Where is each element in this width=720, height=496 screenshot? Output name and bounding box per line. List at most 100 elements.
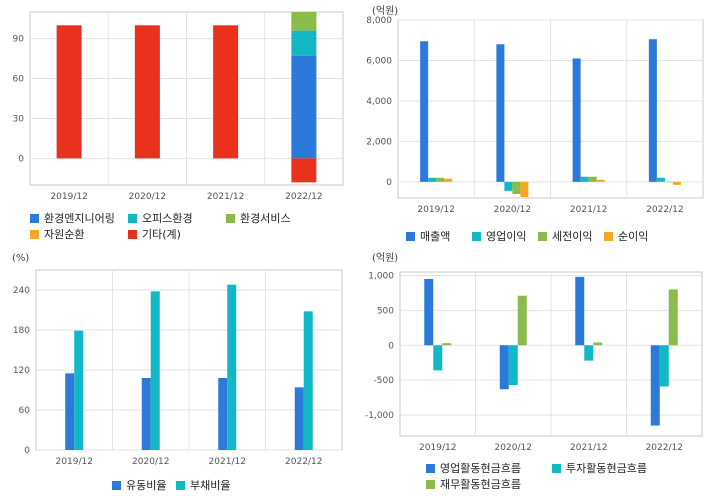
y-tick-label: 240 [13, 286, 30, 296]
legend-label: 기타(계) [142, 228, 181, 241]
chart-1-svg: 90 60 30 0 2019/12 2020/12 2021/12 2022/12 [13, 11, 344, 202]
x-tick-label: 2019/12 [417, 205, 454, 215]
y-tick-label: 1,000 [368, 271, 394, 281]
x-tick-label: 2022/12 [285, 457, 322, 467]
legend-swatch [30, 213, 39, 223]
bar [74, 330, 84, 450]
legend-label: 매출액 [420, 230, 451, 243]
legend-label: 순이익 [618, 230, 649, 243]
y-tick-label: 0 [388, 341, 394, 351]
legend-item: 환경서비스 [226, 210, 291, 226]
bar [303, 311, 313, 450]
x-tick-label: 2019/12 [419, 443, 456, 453]
bar [227, 284, 237, 450]
chart-3-svg: 240 180 120 60 0 2019/12 2020/12 2021/12 2022/12… [12, 253, 343, 467]
x-tick-label: 2022/12 [646, 205, 683, 215]
bar [508, 345, 518, 386]
y-tick-label: 30 [13, 114, 25, 124]
legend-swatch [604, 231, 613, 241]
bar [134, 25, 160, 159]
legend-item: 기타(계) [128, 226, 181, 242]
y-tick-label: 0 [24, 446, 30, 456]
chart-panel-4: 1,000 500 0 -500 -1,000 2019/12 2020/12 2021/12… [360, 248, 720, 496]
bar [291, 55, 317, 159]
legend-label: 재무활동현금흐름 [440, 478, 521, 491]
legend-swatch [538, 231, 547, 241]
bar [442, 343, 452, 346]
bar [496, 44, 505, 182]
y-tick-label: 4,000 [366, 97, 392, 107]
bar [656, 177, 665, 182]
x-tick-label: 2020/12 [129, 192, 166, 202]
legend-label: 부채비율 [190, 479, 231, 492]
legend-swatch [472, 231, 481, 241]
legend-label: 자원순환 [44, 228, 85, 241]
bar [664, 181, 673, 183]
y-tick-label: 180 [13, 326, 30, 336]
legend-item: 매출액 [406, 228, 450, 244]
y-tick-label: 90 [13, 35, 25, 45]
legend-label: 오피스환경 [142, 212, 193, 225]
bar [672, 181, 681, 185]
legend-swatch [112, 480, 121, 490]
y-tick-label: 0 [386, 178, 392, 188]
bar [420, 41, 429, 182]
legend-item: 부채비율 [176, 477, 230, 493]
bar [213, 25, 239, 159]
legend-swatch [426, 479, 435, 489]
unit-label: (%) [12, 253, 29, 264]
y-tick-label: 500 [377, 306, 394, 316]
bar [56, 25, 82, 159]
legend-item: 오피스환경 [128, 210, 193, 226]
bar [294, 387, 304, 450]
legend-label: 환경서비스 [240, 212, 291, 225]
bar [572, 58, 581, 182]
legend-swatch [128, 229, 137, 239]
legend-swatch [226, 213, 235, 223]
bar [588, 176, 597, 182]
bar [428, 177, 437, 182]
bar [499, 345, 509, 390]
x-tick-label: 2020/12 [495, 443, 532, 453]
legend-item: 세전이익 [538, 228, 592, 244]
bar [424, 278, 434, 346]
bar [291, 30, 317, 56]
bar [444, 178, 453, 182]
legend-swatch [426, 463, 435, 473]
bar [218, 378, 228, 450]
x-tick-label: 2021/12 [570, 443, 607, 453]
x-tick-label: 2019/12 [50, 192, 87, 202]
unit-label: (억원) [372, 5, 398, 17]
legend-item: 영업활동현금흐름 [426, 460, 521, 476]
bar [648, 39, 657, 182]
chart-panel-3: 240 180 120 60 0 2019/12 2020/12 2021/12 2022/12… [0, 248, 360, 496]
x-tick-label: 2019/12 [56, 457, 93, 467]
bar [517, 295, 527, 346]
legend-item: 유동비율 [112, 477, 166, 493]
bar [659, 345, 669, 387]
chart-3-legend: 유동비율 부채비율 [112, 477, 352, 495]
legend-item: 환경엔지니어링 [30, 210, 115, 226]
legend-label: 투자활동현금흐름 [566, 462, 647, 475]
bar [668, 289, 678, 346]
bar [596, 179, 605, 182]
legend-item: 영업이익 [472, 228, 526, 244]
x-tick-label: 2020/12 [494, 205, 531, 215]
y-tick-label: -1,000 [365, 411, 394, 421]
bar [593, 342, 603, 346]
bar [584, 345, 594, 361]
chart-panel-1: 90 60 30 0 2019/12 2020/12 2021/12 2022/12 환경엔지… [0, 0, 360, 248]
legend-swatch [406, 231, 415, 241]
bar [512, 181, 521, 194]
y-tick-label: 60 [19, 406, 31, 416]
bar [650, 345, 660, 426]
y-tick-label: 6,000 [366, 56, 392, 66]
legend-label: 영업활동현금흐름 [440, 462, 521, 475]
y-tick-label: -500 [374, 376, 395, 386]
unit-label: (억원) [372, 252, 398, 264]
y-tick-label: 0 [18, 154, 24, 164]
y-tick-label: 60 [13, 75, 25, 85]
bar [504, 181, 513, 191]
